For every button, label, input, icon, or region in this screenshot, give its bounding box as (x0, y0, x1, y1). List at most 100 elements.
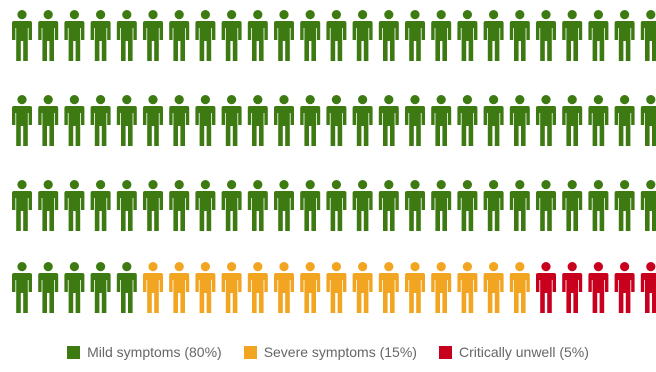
person-icon (562, 10, 583, 61)
person-body (195, 273, 216, 313)
person-body (274, 106, 294, 146)
person-icon (116, 95, 137, 146)
person-head (384, 262, 394, 272)
person-head (620, 262, 630, 272)
person-head (646, 180, 656, 190)
person-body (562, 273, 583, 313)
person-head (646, 10, 656, 20)
person-icon (12, 95, 32, 146)
person-head (305, 10, 315, 20)
person-head (410, 180, 420, 190)
person-body (64, 191, 85, 231)
person-body (378, 273, 399, 313)
person-head (331, 10, 341, 20)
person-icon (457, 262, 478, 313)
person-body (640, 21, 656, 61)
person-head (436, 10, 446, 20)
person-icon (457, 180, 478, 231)
person-body (431, 106, 452, 146)
person-icon (64, 95, 85, 146)
person-icon (378, 10, 399, 61)
person-head (96, 10, 106, 20)
person-head (148, 180, 158, 190)
person-head (69, 95, 79, 105)
person-body (536, 106, 556, 146)
person-head (593, 180, 604, 190)
person-head (436, 95, 446, 105)
person-icon (274, 180, 294, 231)
person-body (90, 106, 111, 146)
person-body (536, 273, 556, 313)
person-head (279, 180, 289, 190)
person-body (169, 273, 190, 313)
person-body (143, 273, 163, 313)
person-icon (90, 180, 111, 231)
person-icon (614, 262, 635, 313)
legend-item-severe: Severe symptoms (15%) (243, 344, 417, 360)
person-head (253, 95, 263, 105)
person-icon (378, 180, 399, 231)
person-body (64, 273, 85, 313)
person-head (541, 10, 551, 20)
person-head (593, 262, 604, 272)
person-body (536, 21, 556, 61)
person-head (43, 95, 53, 105)
person-icon (38, 95, 59, 146)
person-body (483, 191, 504, 231)
person-icon (431, 262, 452, 313)
person-icon (221, 262, 242, 313)
person-head (17, 10, 27, 20)
person-head (17, 95, 27, 105)
person-body (378, 106, 399, 146)
person-body (116, 106, 137, 146)
person-head (122, 10, 132, 20)
person-head (489, 262, 499, 272)
person-icon (588, 95, 609, 146)
legend-label-mild: Mild symptoms (80%) (87, 344, 222, 360)
person-body (640, 106, 656, 146)
person-icon (536, 180, 556, 231)
person-icon (143, 10, 163, 61)
person-icon (300, 10, 321, 61)
person-icon (143, 180, 163, 231)
person-body (562, 21, 583, 61)
legend-swatch-severe (243, 345, 257, 359)
person-head (279, 95, 289, 105)
person-head (17, 180, 27, 190)
person-icon (614, 10, 635, 61)
person-icon (12, 180, 32, 231)
person-body (405, 273, 425, 313)
person-body (38, 273, 59, 313)
person-head (122, 180, 132, 190)
person-head (384, 10, 394, 20)
person-icon (640, 95, 656, 146)
person-head (174, 95, 184, 105)
person-head (358, 180, 368, 190)
person-body (405, 21, 425, 61)
person-head (489, 180, 499, 190)
person-icon (588, 180, 609, 231)
person-head (462, 180, 472, 190)
person-body (431, 273, 452, 313)
person-icon (352, 95, 373, 146)
person-head (515, 95, 525, 105)
person-body (640, 191, 656, 231)
person-body (300, 106, 321, 146)
person-head (69, 262, 79, 272)
person-icon (378, 262, 399, 313)
person-body (457, 106, 478, 146)
person-body (614, 106, 635, 146)
person-body (38, 21, 59, 61)
person-icon (274, 10, 294, 61)
person-icon (116, 180, 137, 231)
person-body (38, 106, 59, 146)
person-icon (195, 95, 216, 146)
person-body (143, 21, 163, 61)
person-icon (614, 95, 635, 146)
person-head (436, 180, 446, 190)
person-icon (221, 10, 242, 61)
person-body (352, 273, 373, 313)
person-icon (562, 180, 583, 231)
person-body (12, 21, 32, 61)
person-icon (90, 262, 111, 313)
